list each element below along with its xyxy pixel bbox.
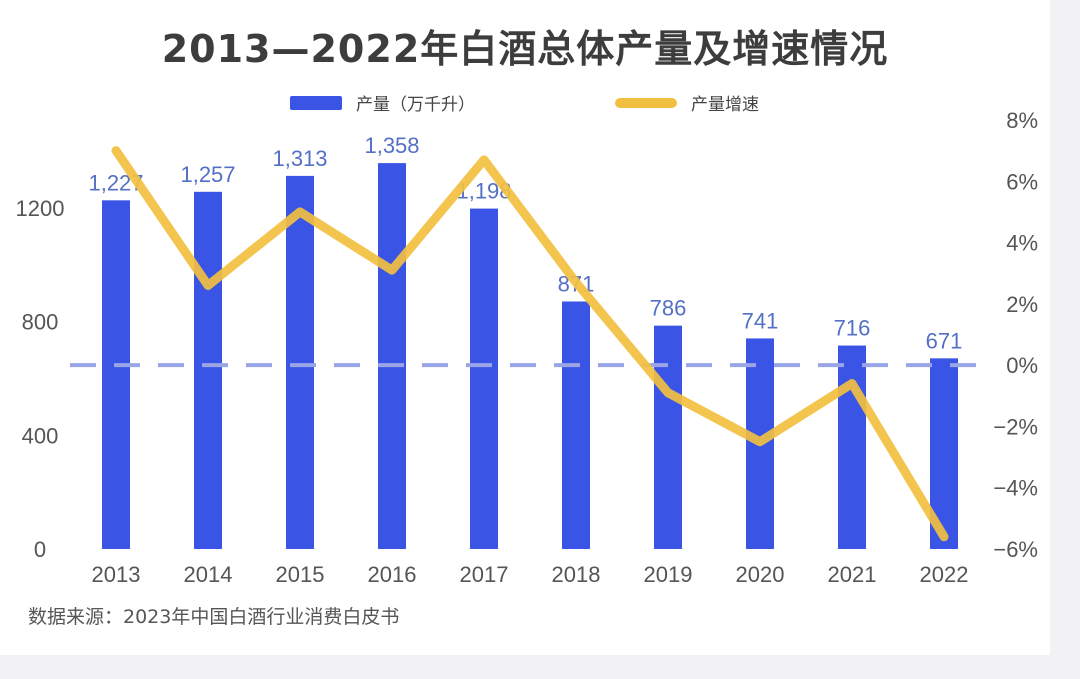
bar-value-label: 671: [926, 328, 963, 353]
y-right-tick-label: −4%: [993, 476, 1038, 501]
bar-2014: [194, 191, 222, 550]
chart-title: 2013—2022年白酒总体产量及增速情况: [161, 27, 889, 71]
x-tick-label: 2017: [460, 562, 509, 587]
x-tick-label: 2015: [276, 562, 325, 587]
data-source: 数据来源：2023年中国白酒行业消费白皮书: [28, 606, 400, 628]
bar-2016: [378, 163, 406, 549]
y-right-tick-label: 8%: [1006, 108, 1038, 133]
y-right-tick-label: 0%: [1006, 353, 1038, 378]
bar-value-label: 1,313: [272, 146, 327, 171]
y-right-tick-label: 2%: [1006, 292, 1038, 317]
bar-2015: [286, 175, 314, 549]
bar-value-label: 786: [650, 296, 687, 321]
legend-label-production: 产量（万千升）: [356, 95, 475, 115]
x-tick-label: 2019: [644, 562, 693, 587]
y-left-tick-label: 0: [34, 537, 46, 562]
legend-item-production: 产量（万千升）: [290, 90, 475, 115]
y-left-tick-label: 400: [22, 423, 59, 448]
chart-legend: 产量（万千升） 产量增速: [0, 90, 1050, 115]
x-tick-label: 2022: [920, 562, 969, 587]
y-right-tick-label: 4%: [1006, 231, 1038, 256]
x-tick-label: 2014: [184, 562, 233, 587]
bar-2013: [102, 200, 130, 549]
bar-2017: [470, 208, 498, 549]
bar-value-label: 1,358: [364, 133, 419, 158]
chart-card: 2013—2022年白酒总体产量及增速情况 产量（万千升） 产量增速 0 400 8…: [0, 0, 1050, 655]
x-tick-label: 2020: [736, 562, 785, 587]
bar-2019: [654, 325, 682, 549]
legend-swatch-bar: [290, 95, 342, 110]
x-tick-label: 2016: [368, 562, 417, 587]
y-left-tick-label: 800: [22, 310, 59, 335]
bar-value-label: 1,257: [180, 162, 235, 187]
x-tick-label: 2018: [552, 562, 601, 587]
y-right-tick-label: 6%: [1006, 169, 1038, 194]
y-right-tick-label: −6%: [993, 537, 1038, 562]
bar-2018: [562, 301, 590, 549]
legend-label-growth: 产量增速: [691, 95, 759, 115]
bar-2021: [838, 345, 866, 549]
bar-value-label: 716: [834, 316, 871, 341]
growth-line: [111, 146, 949, 542]
x-tick-label: 2013: [92, 562, 141, 587]
bar-value-label: 741: [742, 308, 779, 333]
x-tick-label: 2021: [828, 562, 877, 587]
y-right-tick-label: −2%: [993, 414, 1038, 439]
legend-swatch-line: [615, 97, 677, 108]
y-left-tick-label: 1200: [16, 196, 65, 221]
legend-item-growth: 产量增速: [615, 90, 759, 115]
